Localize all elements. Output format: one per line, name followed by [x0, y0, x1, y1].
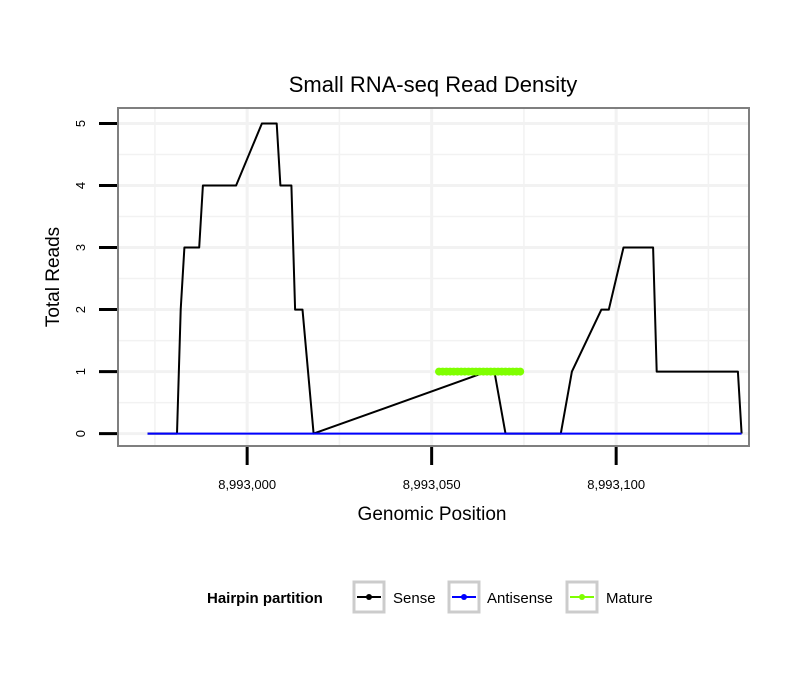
- x-axis: 8,993,000 8,993,050 8,993,100: [218, 447, 645, 492]
- legend-label-mature: Mature: [606, 590, 653, 607]
- y-tick-label: 1: [73, 368, 88, 375]
- x-tick-label: 8,993,050: [403, 477, 461, 492]
- y-axis: 0 1 2 3 4 5: [73, 120, 117, 437]
- legend-label-antisense: Antisense: [487, 590, 553, 607]
- legend-item-sense: Sense: [352, 580, 436, 614]
- series-line-sense: [147, 122, 743, 435]
- plot-border: [117, 107, 750, 447]
- chart-title: Small RNA-seq Read Density: [289, 72, 578, 97]
- y-tick-label: 0: [73, 430, 88, 437]
- y-tick-label: 2: [73, 306, 88, 313]
- plot-background: [118, 108, 749, 446]
- y-tick-label: 3: [73, 244, 88, 251]
- legend-point-antisense: [461, 594, 467, 600]
- legend-title: Hairpin partition: [207, 590, 323, 607]
- y-axis-title: Total Reads: [43, 227, 64, 327]
- legend-point-mature: [579, 594, 585, 600]
- x-tick-label: 8,993,100: [587, 477, 645, 492]
- legend: Hairpin partition Sense Antisense Mature: [207, 580, 653, 614]
- legend-item-mature: Mature: [565, 580, 653, 614]
- series-layer: [147, 122, 743, 435]
- x-tick-label: 8,993,000: [218, 477, 276, 492]
- plot-panel: [117, 107, 750, 447]
- x-axis-title: Genomic Position: [358, 504, 507, 525]
- data-point-mature: [516, 367, 525, 376]
- legend-item-antisense: Antisense: [447, 580, 553, 614]
- y-tick-label: 5: [73, 120, 88, 127]
- legend-point-sense: [366, 594, 372, 600]
- y-tick-label: 4: [73, 182, 88, 189]
- legend-label-sense: Sense: [393, 590, 436, 607]
